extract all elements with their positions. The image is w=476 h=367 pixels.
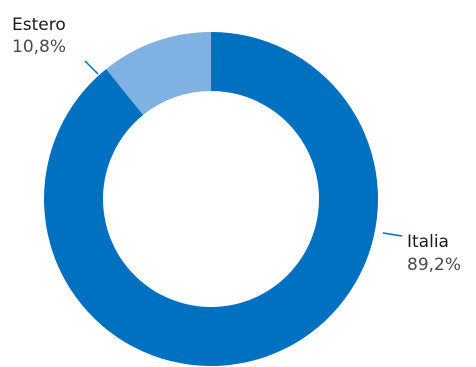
leader-line-estero [84, 60, 99, 75]
leader-line-italia [382, 232, 403, 237]
donut-slices [44, 32, 379, 366]
slice-italia [44, 32, 379, 366]
slice-label-estero: Estero [12, 15, 66, 35]
slice-value-estero: 10,8% [12, 37, 66, 57]
slice-value-italia: 89,2% [407, 255, 461, 275]
slice-estero [106, 32, 211, 115]
slice-label-italia: Italia [407, 232, 449, 252]
